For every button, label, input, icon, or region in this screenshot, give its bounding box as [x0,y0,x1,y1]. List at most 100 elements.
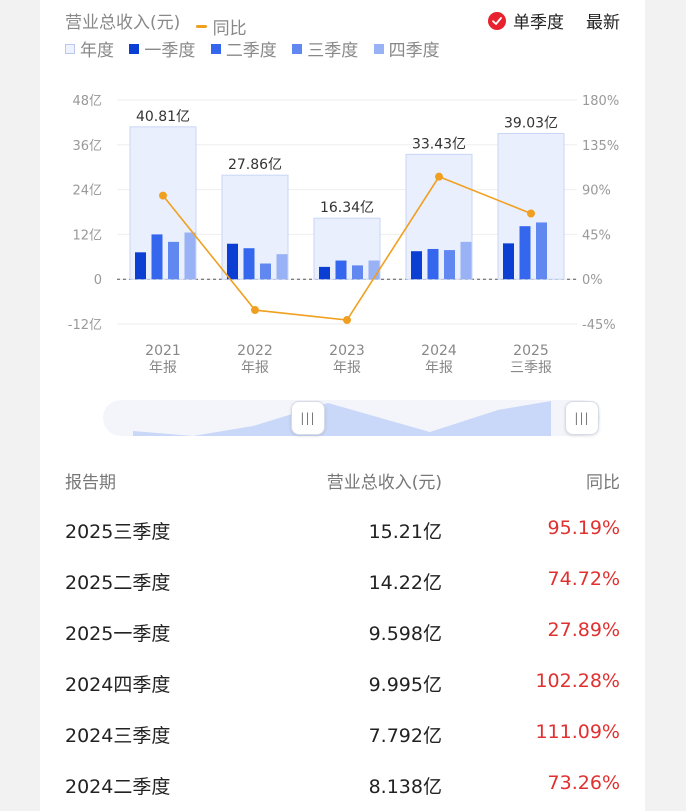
row-yoy: 111.09% [535,721,620,743]
quarter-bar [411,251,422,280]
quarter-bar [319,266,330,280]
quarter-bar [444,250,455,280]
legend-year-label: 年度 [80,41,114,61]
table-row[interactable]: 2025一季度 9.598亿 27.89% [65,619,620,649]
legend-row-top: 营业总收入(元) 同比 [65,8,257,39]
x-tick-period: 年报 [333,360,361,376]
quarter-toggle[interactable]: 单季度 最新 [488,8,620,33]
table-row[interactable]: 2024三季度 7.792亿 111.09% [65,721,620,751]
row-revenue: 7.792亿 [368,725,442,747]
legend-q4-label: 四季度 [388,41,440,61]
annual-value-label: 27.86亿 [228,157,282,173]
row-period: 2024二季度 [65,776,171,798]
x-tick-year: 2022 [237,343,273,359]
yoy-point [251,306,259,315]
quarter-bar [151,234,163,280]
quarter-bar [460,241,472,280]
legend-metric-label: 营业总收入(元) [65,13,181,33]
checkbox-checked-icon[interactable] [488,11,506,30]
quarter-bar [168,241,179,280]
table-header: 报告期 营业总收入(元) 同比 [65,468,620,494]
row-yoy: 102.28% [535,670,620,692]
x-tick-year: 2025 [513,343,549,359]
row-yoy: 95.19% [547,517,620,539]
line-swatch-icon [195,25,207,28]
legend-q2-label: 二季度 [225,41,277,61]
quarter-bar [427,248,439,280]
yoy-point [435,172,443,181]
legend-q3-label: 三季度 [307,41,359,61]
legend-yoy-label: 同比 [212,19,247,39]
row-period: 2024四季度 [65,674,171,696]
legend-q1[interactable]: 一季度 [129,36,195,61]
y2-tick-label: -45% [582,318,616,333]
y-tick-label: 48亿 [72,94,102,109]
quarter-bar [135,252,146,280]
y2-tick-label: 135% [582,139,619,154]
row-revenue: 9.995亿 [368,674,442,696]
y2-tick-label: 45% [582,228,611,243]
quarter-bar [352,265,363,280]
row-revenue: 8.138亿 [368,776,442,798]
x-tick-year: 2024 [421,343,457,359]
year-swatch-icon [65,43,75,54]
annual-value-label: 39.03亿 [504,115,558,131]
row-yoy: 27.89% [547,619,620,641]
y2-tick-label: 180% [582,94,619,109]
legend-q2[interactable]: 二季度 [210,36,277,61]
quarter-bar [243,248,255,280]
x-tick-period: 年报 [425,360,453,376]
row-period: 2025二季度 [65,572,171,594]
yoy-point [159,191,167,200]
y-tick-label: 24亿 [72,184,102,199]
legend-row-series: 年度 一季度 二季度 三季度 四季度 [65,36,450,61]
row-period: 2025一季度 [65,623,171,645]
row-yoy: 74.72% [547,568,620,590]
yoy-point [343,316,351,325]
revenue-card: 营业总收入(元) 同比 单季度 最新 年度 一季度 二季度 三季度 四季度 48… [40,0,645,811]
quarter-bar [276,254,288,280]
legend-q4[interactable]: 四季度 [373,36,440,61]
x-tick-year: 2021 [145,343,181,359]
annual-value-label: 33.43亿 [412,136,466,152]
legend-yoy[interactable]: 同比 [195,14,247,39]
q4-swatch-icon [373,43,384,54]
range-slider[interactable]: ||| ||| [103,400,600,436]
latest-button[interactable]: 最新 [586,13,620,33]
x-tick-year: 2023 [329,343,365,359]
legend-q1-label: 一季度 [144,41,196,61]
row-yoy: 73.26% [547,772,620,794]
table-row[interactable]: 2025二季度 14.22亿 74.72% [65,568,620,598]
yoy-point [527,209,535,218]
legend-metric[interactable]: 营业总收入(元) [65,8,180,33]
row-period: 2025三季度 [65,521,171,543]
quarter-bar [184,232,196,280]
table-row[interactable]: 2024四季度 9.995亿 102.28% [65,670,620,700]
annual-value-label: 16.34亿 [320,200,374,216]
q2-swatch-icon [210,43,221,54]
quarter-bar [335,260,347,280]
y2-tick-label: 90% [582,184,611,199]
y-tick-label: -12亿 [68,318,102,333]
header-revenue[interactable]: 营业总收入(元) [326,473,442,493]
table-row[interactable]: 2025三季度 15.21亿 95.19% [65,517,620,547]
quarter-bar [260,263,271,280]
quarter-bar [368,260,380,280]
x-tick-period: 三季报 [510,360,552,376]
y-tick-label: 0 [94,273,102,288]
legend-year[interactable]: 年度 [65,36,114,61]
table-row[interactable]: 2024二季度 8.138亿 73.26% [65,772,620,802]
row-period: 2024三季度 [65,725,171,747]
legend-q3[interactable]: 三季度 [292,36,358,61]
header-yoy[interactable]: 同比 [586,473,620,493]
quarter-bar [227,243,238,280]
slider-preview [133,401,551,436]
quarter-bar [519,226,531,280]
y2-tick-label: 0% [582,273,603,288]
quarter-toggle-label[interactable]: 单季度 [513,13,564,33]
slider-left-handle[interactable]: ||| [291,401,325,435]
header-period[interactable]: 报告期 [65,473,116,493]
slider-right-handle[interactable]: ||| [565,401,599,435]
x-tick-period: 年报 [241,360,269,376]
revenue-chart[interactable]: 48亿 180% 36亿 135% 24亿 90% 12亿 45% 0 0% -12亿 -45% 40.… [40,85,645,385]
